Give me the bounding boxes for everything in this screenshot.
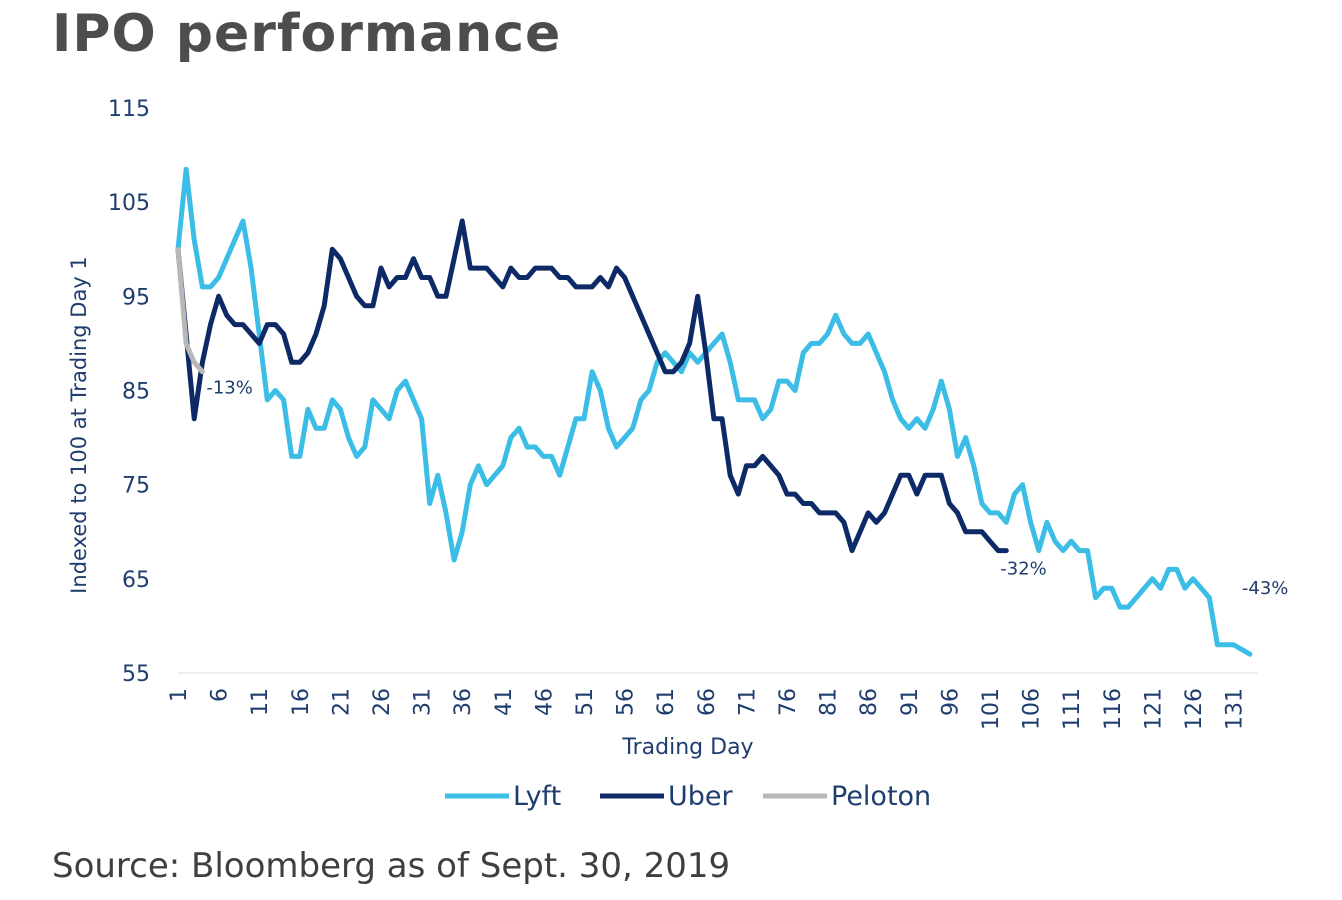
x-tick-label: 51	[573, 688, 598, 716]
x-tick-label: 41	[492, 688, 517, 716]
x-tick-label: 76	[776, 688, 801, 716]
x-tick-label: 46	[532, 688, 557, 716]
x-tick-label: 66	[695, 688, 720, 716]
series-annotations: -43% -32% -13%	[206, 378, 1288, 600]
x-tick-label: 91	[898, 688, 923, 716]
y-tick-label: 95	[122, 285, 150, 310]
x-tick-label: 11	[248, 688, 273, 716]
x-tick-label: 31	[411, 688, 436, 716]
x-tick-label: 111	[1060, 688, 1085, 730]
x-tick-label: 36	[451, 688, 476, 716]
series-line-uber	[175, 218, 1009, 554]
y-tick-label: 85	[122, 380, 150, 405]
x-tick-label: 21	[329, 688, 354, 716]
x-tick-label: 81	[817, 688, 842, 716]
y-axis: 55 65 75 85 95 105 115	[108, 97, 150, 687]
x-tick-label: 106	[1020, 688, 1045, 730]
series-lines	[175, 166, 1253, 657]
x-tick-label: 71	[735, 688, 760, 716]
legend: Lyft Uber Peloton	[445, 781, 931, 812]
y-axis-label: Indexed to 100 at Trading Day 1	[67, 256, 91, 594]
x-tick-label: 56	[614, 688, 639, 716]
annotation-uber: -32%	[1000, 559, 1047, 580]
x-tick-label: 61	[654, 688, 679, 716]
x-tick-label: 1	[167, 688, 192, 702]
chart-title: IPO performance	[52, 4, 562, 64]
x-tick-label: 126	[1182, 688, 1207, 730]
x-tick-label: 6	[208, 688, 233, 702]
annotation-peloton: -13%	[206, 378, 253, 399]
x-axis-label: Trading Day	[621, 735, 753, 760]
y-tick-label: 55	[122, 662, 150, 687]
annotation-lyft: -43%	[1242, 578, 1289, 599]
x-tick-label: 121	[1141, 688, 1166, 730]
series-line-peloton	[175, 246, 205, 375]
x-tick-label: 101	[979, 688, 1004, 730]
y-tick-label: 75	[122, 474, 150, 499]
x-axis: 1 6 11 16 21 26 31 36 41 46 51 56 61 66 71 76 81 86 91 96 10…	[167, 688, 1248, 730]
y-tick-label: 105	[108, 191, 150, 216]
legend-label-uber: Uber	[668, 781, 734, 812]
x-tick-label: 86	[857, 688, 882, 716]
x-tick-label: 131	[1223, 688, 1248, 730]
legend-label-lyft: Lyft	[513, 781, 561, 812]
x-tick-label: 96	[938, 688, 963, 716]
source-note: Source: Bloomberg as of Sept. 30, 2019	[52, 846, 731, 886]
x-tick-label: 16	[289, 688, 314, 716]
y-tick-label: 115	[108, 97, 150, 122]
y-tick-label: 65	[122, 568, 150, 593]
series-line-lyft	[175, 166, 1253, 657]
x-tick-label: 26	[370, 688, 395, 716]
x-tick-label: 116	[1101, 688, 1126, 730]
legend-label-peloton: Peloton	[831, 781, 931, 812]
